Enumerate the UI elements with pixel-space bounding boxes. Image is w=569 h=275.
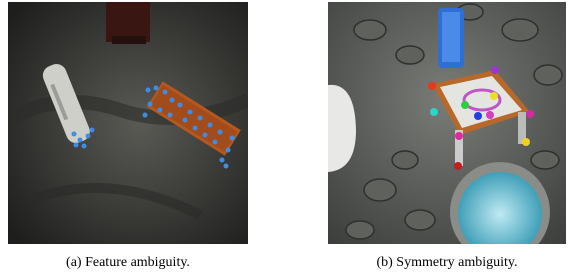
panel-b-image [328,2,566,262]
caption: (a) Feature ambiguity. [66,255,190,270]
figure: (a) Feature ambiguity. (b) Symmetry ambi… [0,0,569,275]
caption: (b) Symmetry ambiguity. [376,255,517,270]
panel-a-image [8,0,248,244]
